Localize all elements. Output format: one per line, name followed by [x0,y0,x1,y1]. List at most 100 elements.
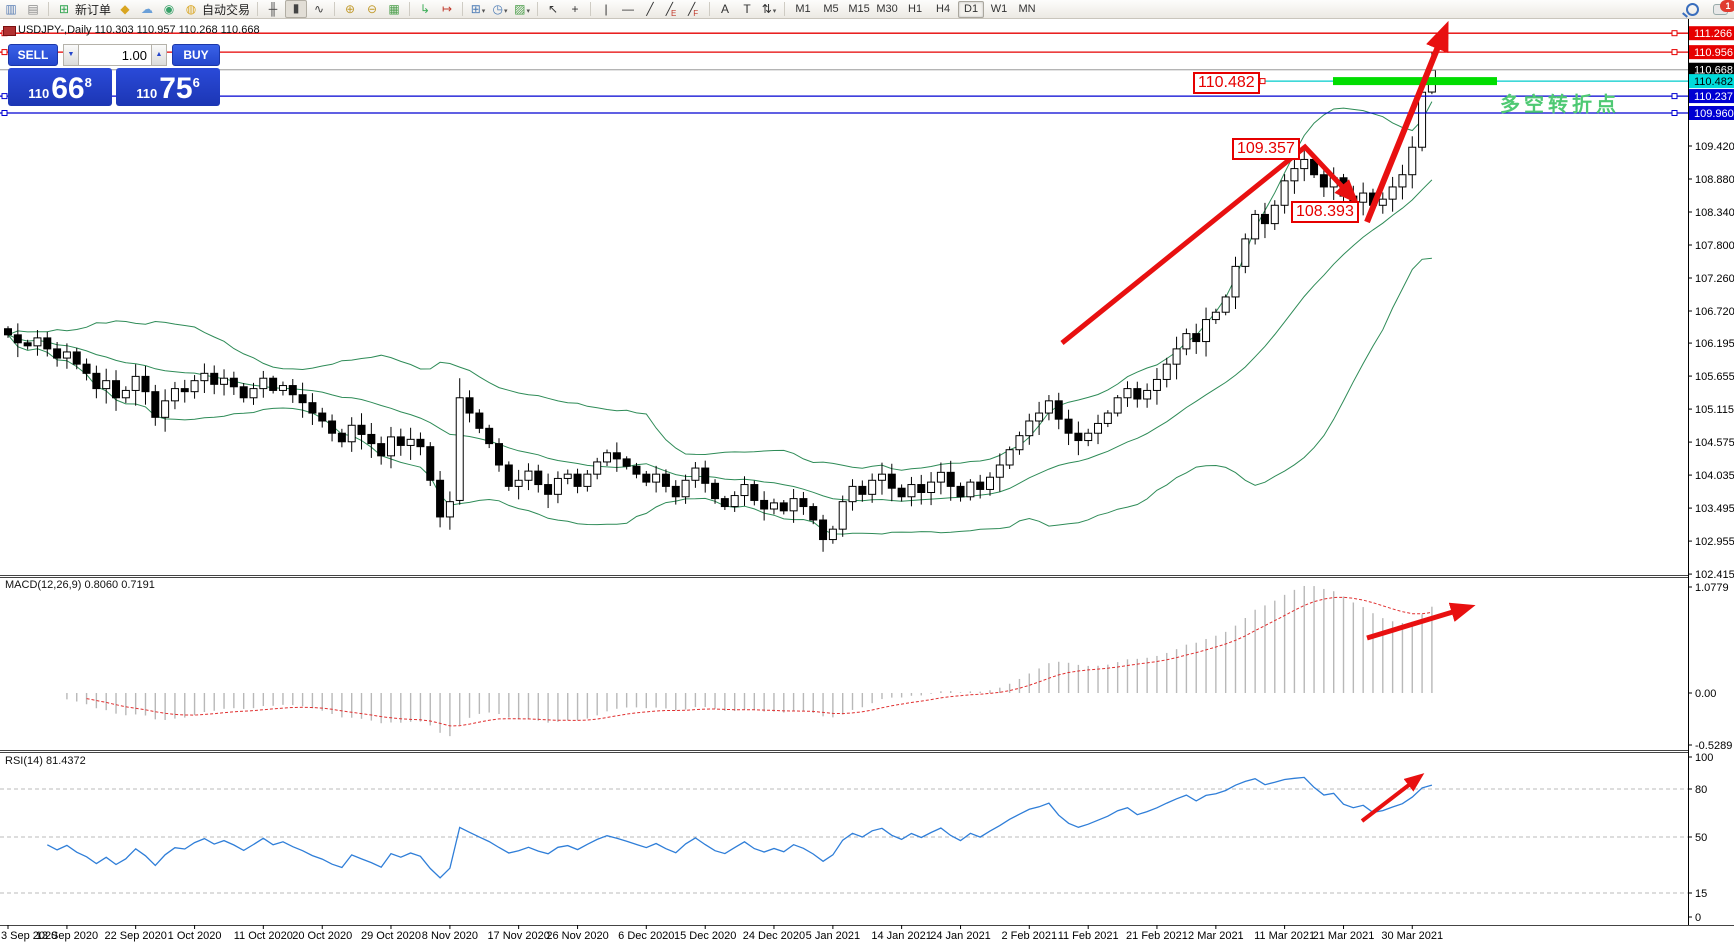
timeframe-h4[interactable]: H4 [936,2,951,15]
level-price-label[interactable]: 110.482 [1193,72,1260,94]
timeframe-m15[interactable]: M15 [848,2,870,15]
trend-zigzag-arrow[interactable] [1060,143,1359,345]
hline-handle[interactable] [1,110,8,116]
tile-windows-icon[interactable]: ▦ [388,2,400,16]
search-icon[interactable] [1686,2,1699,16]
lot-increase-button[interactable]: ▲ [151,44,167,66]
toolbar-separator [409,2,411,16]
level-label-handle[interactable] [1259,78,1266,85]
panel-frame [0,575,1734,926]
text-icon[interactable]: A [721,2,730,16]
sell-price-display[interactable]: 110 66 8 [8,68,112,106]
svg-text:100: 100 [1695,752,1713,764]
metaeditor-icon[interactable]: ◆ [120,2,130,16]
hline-handle[interactable] [1671,110,1678,116]
trendline-icon[interactable]: ╱ [646,2,654,16]
timeframe-m1[interactable]: M1 [795,2,811,15]
sell-button[interactable]: SELL [8,44,58,66]
toolbar-separator [709,2,711,16]
svg-text:15: 15 [1695,888,1707,900]
chart-title: USDJPY-,Daily 110.303 110.957 110.268 11… [18,24,260,36]
svg-text:24 Jan 2021: 24 Jan 2021 [930,930,991,942]
macd-indicator-label: MACD(12,26,9) 0.8060 0.7191 [5,579,155,591]
trend-up-arrow[interactable] [1364,20,1449,224]
templates-icon[interactable]: ▨▾ [514,2,530,16]
horizontal-lines [0,30,1688,116]
trough-price-label[interactable]: 108.393 [1291,201,1359,223]
chart-shift-icon[interactable]: ↦ [442,2,453,16]
sell-price-pips: 66 [51,72,85,105]
equidistant-channel-icon[interactable]: ╱E [665,2,677,18]
support-zone-rect[interactable] [1333,77,1497,86]
chart-preview-icon[interactable]: ▤ [27,2,39,16]
toolbar: ▥ ▤ ⊞ 新订单 ◆ ☁ ◉ ◍ 自动交易 ╫ ▮ ∿ ⊕ ⊖ ▦ ↳ ↦ ⊞▾ ◷▾ ▨▾ ↖ + | — ╱ ╱E ╱F A T ⇅… [0,0,1734,19]
buy-button[interactable]: BUY [172,44,220,66]
svg-text:105.655: 105.655 [1695,371,1734,383]
crosshair-icon[interactable]: + [571,2,579,16]
zoom-in-icon[interactable]: ⊕ [345,2,356,16]
buy-price-display[interactable]: 110 75 6 [116,68,220,106]
horizontal-line-icon[interactable]: — [622,2,635,16]
autotrading-icon[interactable]: ◍ [185,2,197,16]
chat-icon[interactable]: 1 [1713,0,1734,15]
new-order-icon[interactable]: ⊞ [58,2,70,16]
svg-text:13 Sep 2020: 13 Sep 2020 [36,930,98,942]
timeframe-m30[interactable]: M30 [876,2,898,15]
svg-text:1.0779: 1.0779 [1695,582,1729,594]
zoom-out-icon[interactable]: ⊖ [367,2,378,16]
mql5-community-icon[interactable]: ☁ [141,2,154,16]
signals-icon[interactable]: ◉ [163,2,175,16]
svg-text:80: 80 [1695,784,1707,796]
svg-text:50: 50 [1695,832,1707,844]
svg-text:2 Feb 2021: 2 Feb 2021 [1001,930,1057,942]
macd-up-arrow[interactable] [1366,602,1476,641]
svg-text:24 Dec 2020: 24 Dec 2020 [743,930,805,942]
hline-handle[interactable] [1671,49,1678,56]
periods-icon[interactable]: ◷▾ [492,2,508,16]
svg-text:107.800: 107.800 [1695,240,1734,252]
svg-text:108.340: 108.340 [1695,207,1734,219]
candlestick-type-icon[interactable]: ▮ [285,0,308,18]
hline-handle[interactable] [1,49,8,56]
text-label-icon[interactable]: T [743,2,751,16]
vertical-line-icon[interactable]: | [604,2,608,16]
peak-price-label[interactable]: 109.357 [1232,138,1300,160]
hline-handle[interactable] [1671,30,1678,37]
svg-text:26 Nov 2020: 26 Nov 2020 [546,930,608,942]
svg-text:110.668: 110.668 [1694,65,1733,77]
rsi-value: 81.4372 [45,755,86,767]
svg-text:17 Nov 2020: 17 Nov 2020 [487,930,549,942]
sell-price-figure: 110 [28,86,50,101]
auto-scroll-icon[interactable]: ↳ [420,2,431,16]
timeframe-switcher: M1 M5 M15 M30 H1 H4 D1 W1 MN [789,0,1041,18]
price-scale[interactable] [1689,18,1734,925]
timeframe-m5[interactable]: M5 [823,2,839,15]
svg-text:29 Oct 2020: 29 Oct 2020 [361,930,421,942]
new-order-button[interactable]: 新订单 [75,2,112,17]
fibonacci-icon[interactable]: ╱F [687,2,699,18]
bar-chart-type-icon[interactable]: ╫ [268,2,278,16]
rsi-up-arrow[interactable] [1360,773,1425,823]
notification-badge: 1 [1720,0,1734,12]
lot-size-input[interactable] [79,44,151,66]
arrows-tool-icon[interactable]: ⇅▾ [761,2,777,16]
svg-text:104.575: 104.575 [1695,437,1734,449]
line-chart-type-icon[interactable]: ∿ [314,2,325,16]
lot-decrease-button[interactable]: ▼ [63,44,79,66]
timeframe-w1[interactable]: W1 [990,2,1008,15]
svg-text:14 Jan 2021: 14 Jan 2021 [871,930,932,942]
hline-handle[interactable] [1,93,8,100]
new-chart-icon[interactable]: ⊞▾ [470,2,486,16]
hline-handle[interactable] [1671,93,1678,100]
timeframe-h1[interactable]: H1 [908,2,923,15]
turning-point-note[interactable]: 多空转折点 [1500,94,1620,116]
timeframe-d1[interactable]: D1 [958,0,985,18]
cursor-icon[interactable]: ↖ [548,2,559,16]
autotrading-button[interactable]: 自动交易 [202,2,251,17]
chart-window-icon[interactable]: ▥ [5,2,17,16]
rsi-name: RSI(14) [5,755,43,767]
timeframe-mn[interactable]: MN [1018,2,1036,15]
